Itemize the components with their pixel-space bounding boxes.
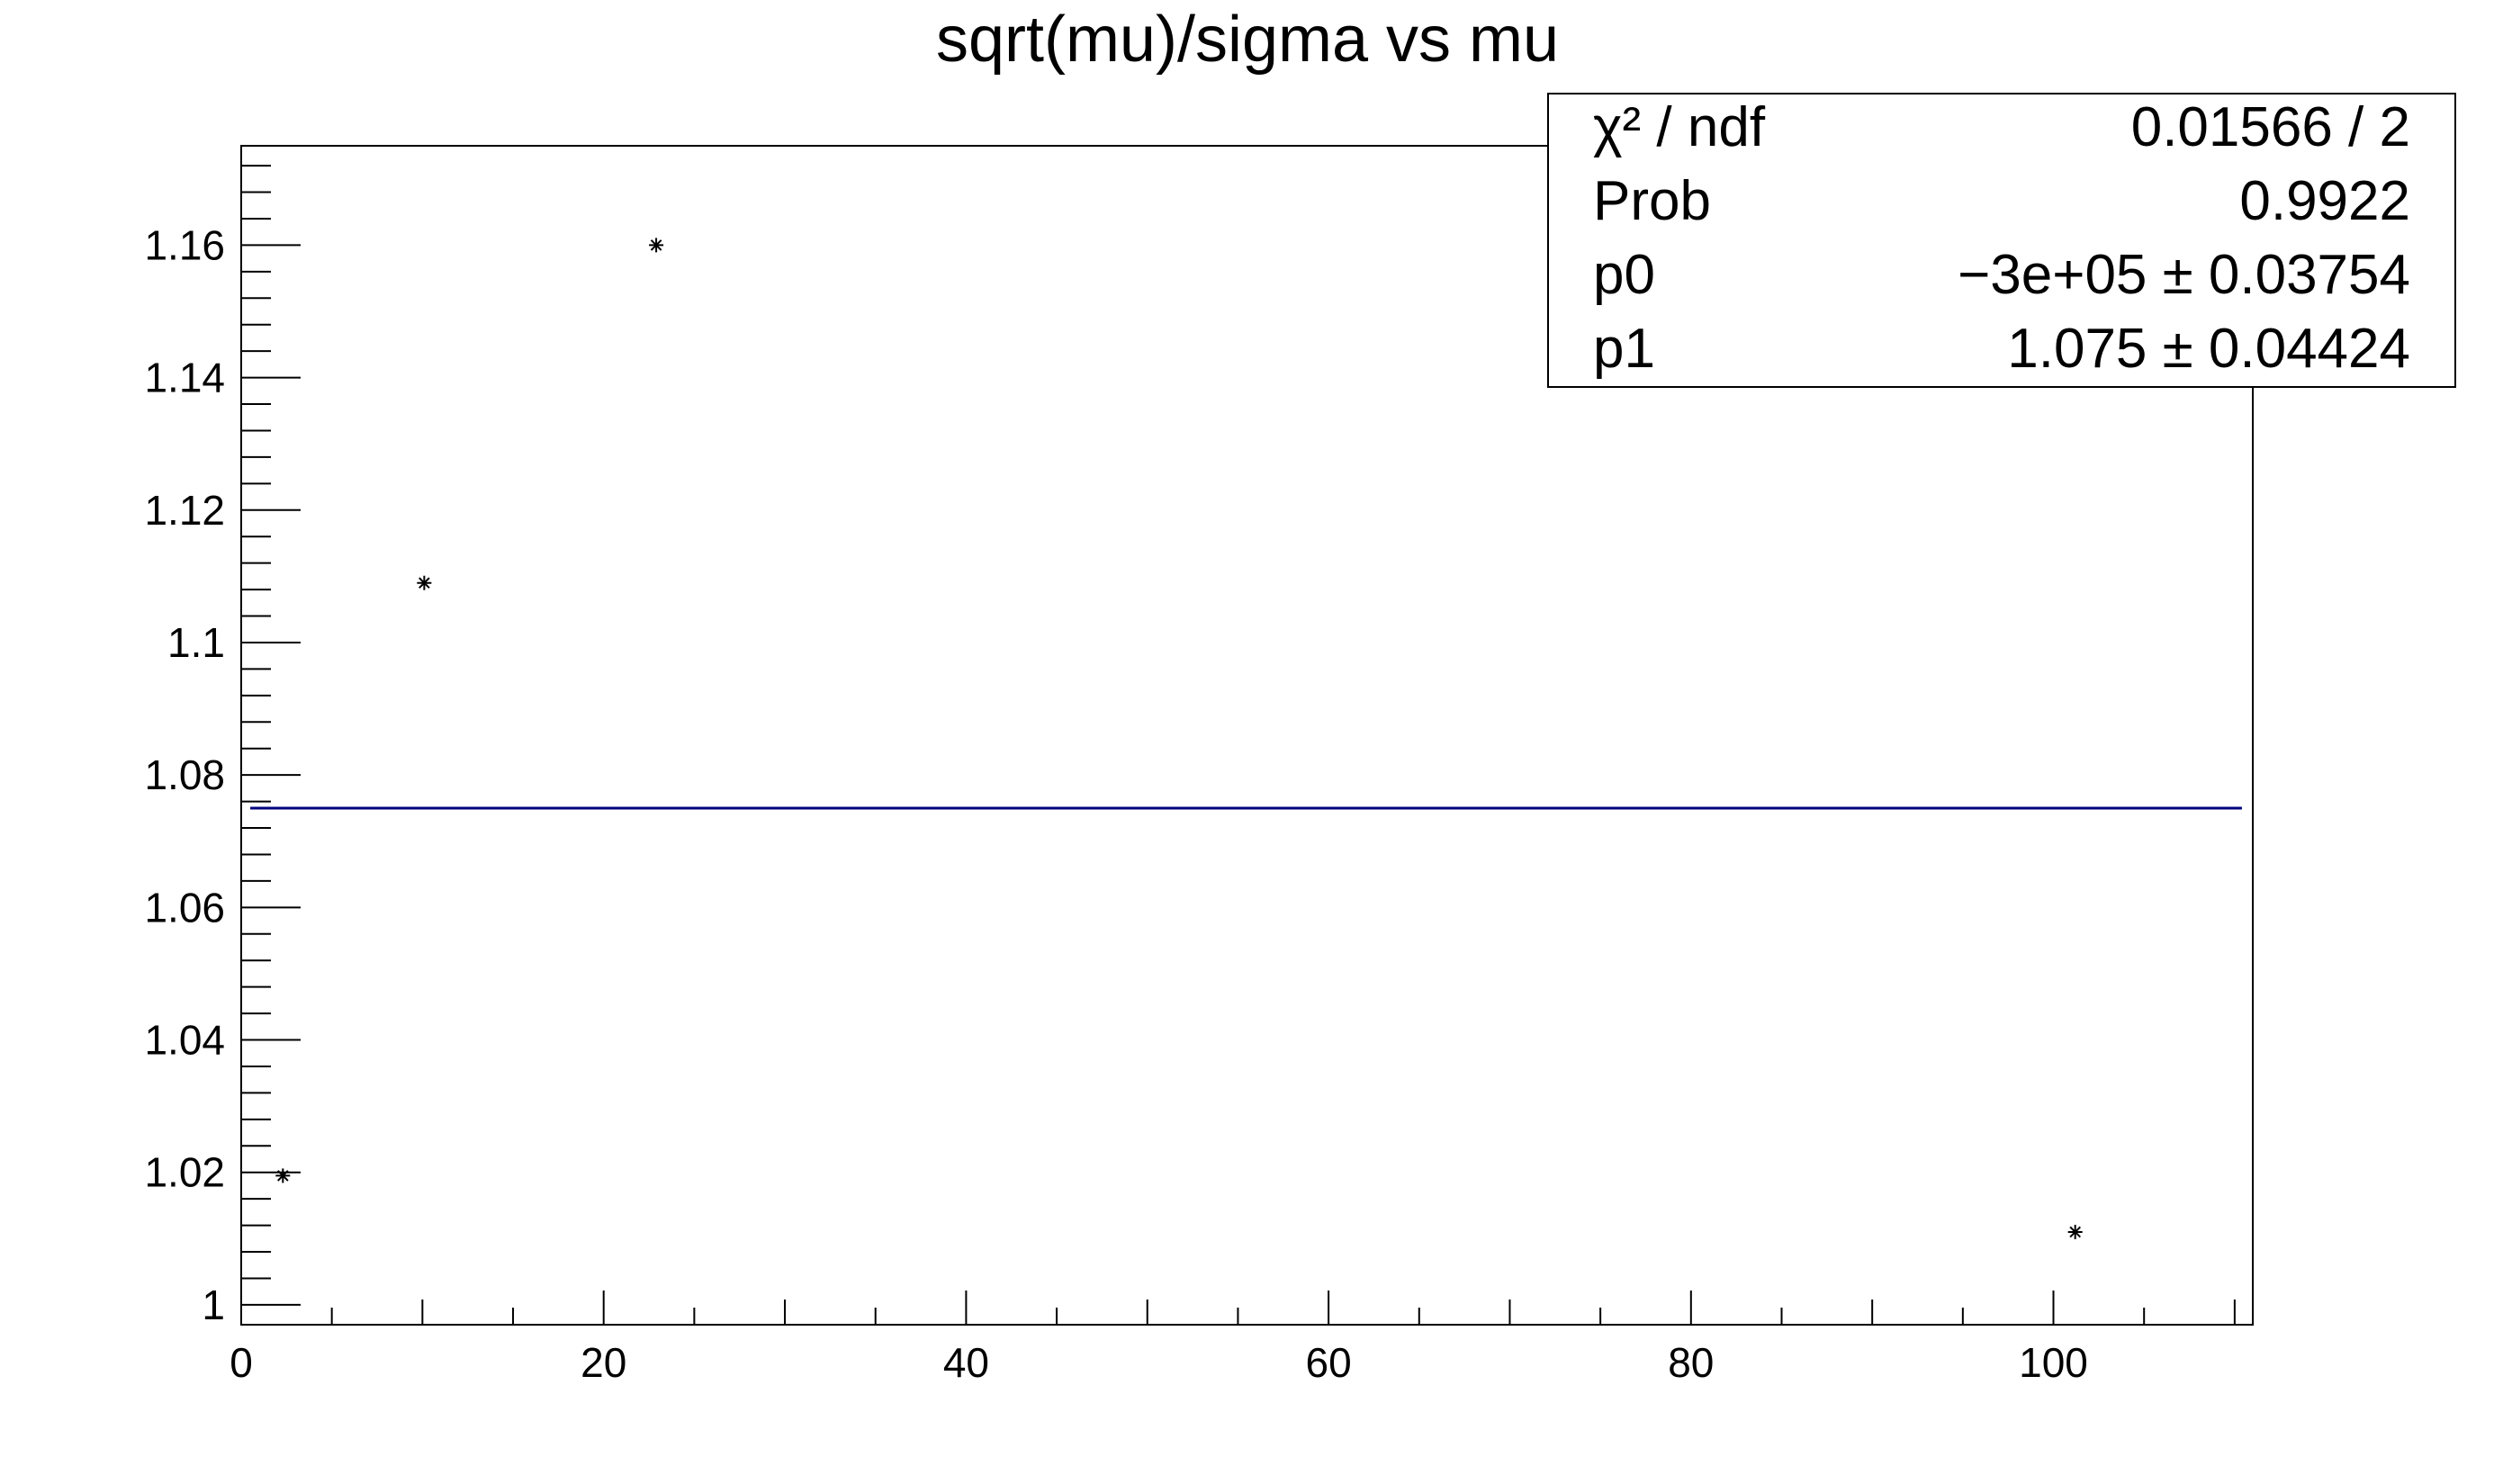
data-point xyxy=(649,238,664,253)
stats-value: 0.9922 xyxy=(2239,170,2410,232)
stats-label: Prob xyxy=(1593,170,1711,232)
data-point xyxy=(417,575,432,590)
y-tick-label: 1.1 xyxy=(167,619,225,666)
y-tick-label: 1.08 xyxy=(144,751,225,798)
stats-value: −3e+05 ± 0.03754 xyxy=(1958,244,2410,306)
x-tick-label: 100 xyxy=(2019,1339,2088,1386)
data-point xyxy=(275,1168,291,1183)
plot-area: 0 20 40 60 80 100 1 1.02 1.04 1.06 1.08 1.1 1.12 1.14… xyxy=(144,145,2254,1386)
data-point-stroke xyxy=(419,577,430,589)
data-point xyxy=(2067,1224,2083,1239)
stats-value: 1.075 ± 0.04424 xyxy=(2007,318,2410,380)
x-tick-label: 60 xyxy=(1306,1339,1352,1386)
stats-label: p0 xyxy=(1593,244,1655,306)
y-tick-label: 1.12 xyxy=(144,487,225,534)
y-tick-label: 1.16 xyxy=(144,221,225,268)
y-tick-label: 1 xyxy=(202,1282,225,1328)
stats-label: χ² / ndf xyxy=(1593,96,1766,158)
y-tick-label: 1.06 xyxy=(144,884,225,931)
x-tick-label: 0 xyxy=(230,1339,253,1386)
x-tick-label: 80 xyxy=(1668,1339,1714,1386)
stats-value: 0.01566 / 2 xyxy=(2131,96,2410,158)
x-tick-label: 20 xyxy=(581,1339,626,1386)
chart-title: sqrt(mu)/sigma vs mu xyxy=(936,4,1559,76)
y-tick-label: 1.14 xyxy=(144,355,225,401)
stats-label: p1 xyxy=(1593,318,1655,380)
y-tick-label: 1.02 xyxy=(144,1149,225,1196)
stats-box-frame xyxy=(1547,93,2456,388)
y-tick-label: 1.04 xyxy=(144,1017,225,1064)
plot-frame xyxy=(240,145,2254,1326)
data-point-stroke xyxy=(2069,1226,2081,1238)
data-point-stroke xyxy=(650,239,662,251)
data-point-stroke xyxy=(277,1170,289,1182)
stats-box: χ² / ndf 0.01566 / 2 Prob 0.9922 p0 −3e+05 ± … xyxy=(1547,93,2456,388)
x-tick-label: 40 xyxy=(943,1339,989,1386)
